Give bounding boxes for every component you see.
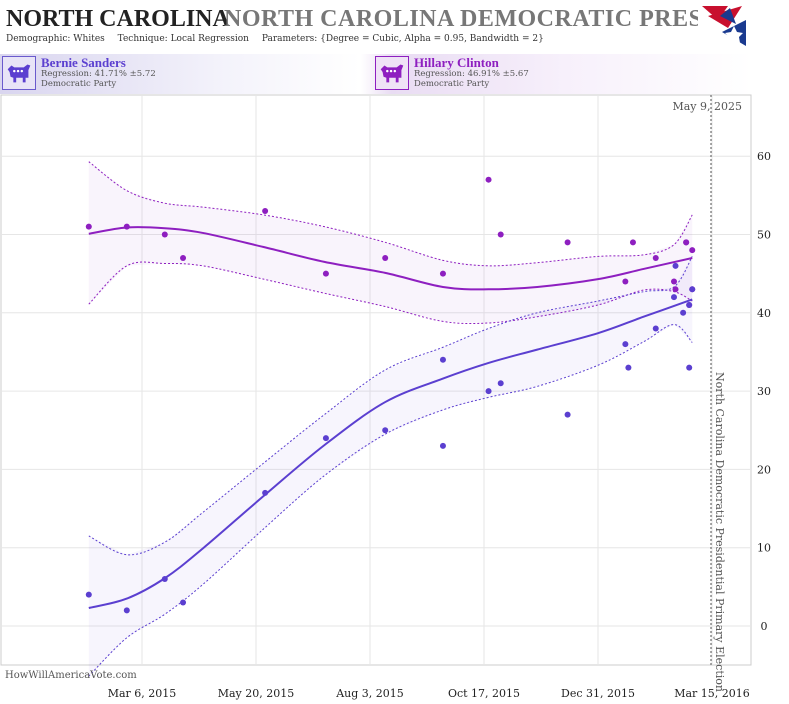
poll-point [161, 231, 168, 238]
confidence-band-area [88, 256, 693, 677]
poll-point [686, 364, 693, 371]
y-tick-label: 50 [757, 229, 771, 242]
democratic-donkey-icon [375, 56, 409, 90]
confidence-band-lower [88, 261, 693, 325]
parameters-label: Parameters: {Degree = Cubic, Alpha = 0.9… [261, 34, 544, 44]
chart-header: NORTH CAROLINA NORTH CAROLINA DEMOCRATIC… [0, 0, 789, 50]
poll-point [652, 254, 659, 261]
poll-point [689, 286, 696, 293]
confidence-band-upper [88, 256, 693, 556]
poll-point [85, 223, 92, 230]
parameters-line: Demographic: Whites Technique: Local Reg… [6, 34, 554, 44]
poll-point [497, 380, 504, 387]
candidate-band: Bernie Sanders Regression: 41.71% ±5.72 … [0, 54, 752, 94]
y-tick-label: 30 [757, 385, 771, 398]
poll-point [123, 607, 130, 614]
poll-point [262, 489, 269, 496]
poll-point [485, 388, 492, 395]
poll-point [680, 309, 687, 316]
x-tick-label: May 20, 2015 [218, 687, 295, 700]
poll-point [439, 270, 446, 277]
source-label: HowWillAmericaVote.com [5, 670, 137, 681]
poll-point [322, 435, 329, 442]
plot-frame [0, 94, 752, 666]
y-tick-label: 60 [757, 150, 771, 163]
poll-point [262, 208, 269, 215]
poll-point [622, 278, 629, 285]
y-tick-label: 0 [761, 620, 768, 633]
poll-points [85, 176, 696, 614]
poll-point [497, 231, 504, 238]
election-label: North Carolina Democratic Presidential P… [713, 372, 726, 692]
poll-point [625, 364, 632, 371]
y-tick-label: 20 [757, 463, 771, 476]
poll-point [382, 254, 389, 261]
candidate-regression: Regression: 41.71% ±5.72 [41, 69, 156, 79]
x-tick-label: Oct 17, 2015 [448, 687, 520, 700]
poll-point [123, 223, 130, 230]
confidence-bands [88, 161, 693, 677]
candidate-name: Bernie Sanders [41, 55, 126, 70]
poll-point [485, 176, 492, 183]
poll-point [382, 427, 389, 434]
technique-label: Technique: Local Regression [117, 34, 249, 44]
current-date-label: May 9, 2025 [672, 100, 742, 113]
candidate-party: Democratic Party [414, 79, 490, 89]
poll-point [439, 356, 446, 363]
x-tick-label: Dec 31, 2015 [561, 687, 635, 700]
candidate-regression: Regression: 46.91% ±5.67 [414, 69, 529, 79]
poll-point [564, 239, 571, 246]
poll-point [629, 239, 636, 246]
grid-lines [1, 95, 751, 665]
poll-point [161, 576, 168, 583]
poll-point [671, 294, 677, 301]
democratic-donkey-icon [2, 56, 36, 90]
x-tick-label: Aug 3, 2015 [335, 687, 404, 700]
x-axis-ticks: Mar 6, 2015 May 20, 2015 Aug 3, 2015 Oct 17… [108, 687, 750, 700]
poll-point [622, 341, 629, 348]
poll-point [564, 411, 571, 418]
poll-point [671, 278, 677, 285]
poll-point [689, 247, 696, 254]
poll-point [672, 262, 679, 269]
x-tick-label: Mar 6, 2015 [108, 687, 177, 700]
confidence-band-area [88, 161, 693, 323]
poll-point [686, 301, 693, 308]
race-title: NORTH CAROLINA DEMOCRATIC PRESIDENTIAL P… [224, 6, 746, 32]
confidence-band-lower [88, 324, 693, 677]
candidate-party: Democratic Party [41, 79, 117, 89]
poll-point [322, 270, 329, 277]
poll-point [180, 599, 187, 606]
poll-point [652, 325, 659, 332]
poll-point [672, 286, 679, 293]
poll-point [85, 591, 92, 598]
demographic-label: Demographic: Whites [6, 34, 105, 44]
state-title: NORTH CAROLINA [6, 6, 230, 32]
poll-point [439, 442, 446, 449]
y-tick-label: 40 [757, 307, 771, 320]
american-flag-logo-icon [698, 2, 748, 48]
candidate-name: Hillary Clinton [414, 55, 499, 70]
y-tick-label: 10 [757, 542, 771, 555]
poll-point [180, 254, 187, 261]
poll-point [683, 239, 690, 246]
x-tick-label: Mar 15, 2016 [674, 687, 750, 700]
trend-line [88, 226, 693, 291]
y-axis-ticks: 0 10 20 30 40 50 60 [757, 150, 771, 633]
